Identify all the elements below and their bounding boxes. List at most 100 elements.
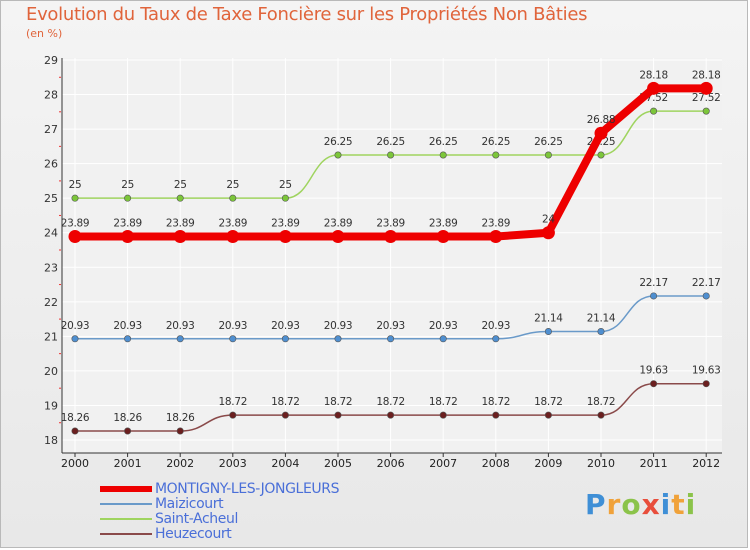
- x-tick-label: 2011: [640, 457, 668, 470]
- data-label: 23.89: [271, 218, 300, 230]
- data-point: [594, 126, 608, 140]
- data-point: [387, 335, 395, 343]
- data-label: 20.93: [166, 320, 195, 332]
- logo-letter: o: [621, 488, 642, 521]
- data-label: 23.89: [61, 218, 90, 230]
- y-tick-label: 22: [44, 296, 58, 309]
- data-point: [650, 107, 658, 115]
- data-point: [544, 328, 552, 336]
- chart-title: Evolution du Taux de Taxe Foncière sur l…: [26, 4, 588, 25]
- y-tick-label: 18: [44, 434, 58, 447]
- legend-swatch: [100, 503, 152, 505]
- data-point: [597, 411, 605, 419]
- data-label: 20.93: [61, 320, 90, 332]
- data-label: 26.25: [376, 136, 405, 148]
- data-point: [492, 151, 500, 159]
- data-point: [334, 411, 342, 419]
- data-point: [334, 151, 342, 159]
- data-label: 20.93: [113, 320, 142, 332]
- data-point: [71, 427, 79, 435]
- data-label: 23.89: [113, 218, 142, 230]
- data-point: [334, 335, 342, 343]
- data-point: [699, 81, 713, 95]
- data-point: [176, 194, 184, 202]
- data-label: 25: [226, 179, 239, 191]
- x-tick-label: 2003: [219, 457, 247, 470]
- data-label: 23.89: [166, 218, 195, 230]
- logo-letter: P: [585, 488, 607, 521]
- data-label: 24: [542, 214, 555, 226]
- data-point: [226, 230, 240, 244]
- data-point: [647, 81, 661, 95]
- x-tick-label: 2012: [692, 457, 720, 470]
- data-label: 26.25: [429, 136, 458, 148]
- data-label: 23.89: [324, 218, 353, 230]
- data-point: [173, 230, 187, 244]
- data-point: [650, 292, 658, 300]
- proxiti-logo: Proxiti: [585, 488, 696, 521]
- x-tick-label: 2006: [377, 457, 405, 470]
- data-point: [597, 328, 605, 336]
- logo-letter: t: [671, 488, 686, 521]
- data-point: [597, 151, 605, 159]
- data-label: 25: [121, 179, 134, 191]
- data-label: 23.89: [482, 218, 511, 230]
- y-tick-label: 25: [44, 192, 58, 205]
- y-tick-label: 27: [44, 123, 58, 136]
- data-point: [229, 335, 237, 343]
- y-tick-label: 19: [44, 399, 58, 412]
- data-point: [702, 380, 710, 388]
- x-tick-label: 2002: [166, 457, 194, 470]
- data-point: [176, 335, 184, 343]
- data-label: 18.72: [482, 396, 511, 408]
- data-point: [387, 151, 395, 159]
- data-label: 18.72: [324, 396, 353, 408]
- chart-subtitle: (en %): [26, 27, 63, 40]
- legend-label: MONTIGNY-LES-JONGLEURS: [155, 481, 340, 497]
- data-point: [384, 230, 398, 244]
- data-label: 25: [174, 179, 187, 191]
- data-label: 28.18: [639, 69, 668, 81]
- x-tick-label: 2005: [324, 457, 352, 470]
- data-point: [229, 194, 237, 202]
- logo-letter: r: [606, 488, 622, 521]
- legend-label: Maizicourt: [155, 496, 224, 512]
- data-label: 21.14: [587, 313, 616, 325]
- data-label: 26.25: [482, 136, 511, 148]
- series-line: [74, 295, 707, 340]
- data-point: [436, 230, 450, 244]
- logo-letter: i: [660, 488, 672, 521]
- data-label: 18.72: [587, 396, 616, 408]
- data-point: [489, 230, 503, 244]
- data-point: [702, 292, 710, 300]
- data-label: 20.93: [482, 320, 511, 332]
- data-point: [71, 335, 79, 343]
- data-label: 23.89: [376, 218, 405, 230]
- data-label: 26.88: [587, 114, 616, 126]
- y-tick-label: 28: [44, 89, 58, 102]
- x-tick-label: 2000: [61, 457, 89, 470]
- data-point: [71, 194, 79, 202]
- data-label: 19.63: [639, 365, 668, 377]
- x-tick-label: 2007: [429, 457, 457, 470]
- data-label: 18.26: [113, 412, 142, 424]
- logo-letter: i: [685, 488, 697, 521]
- data-label: 18.26: [61, 412, 90, 424]
- data-label: 23.89: [429, 218, 458, 230]
- data-point: [492, 335, 500, 343]
- legend-swatch: [100, 533, 152, 535]
- x-tick-label: 2009: [534, 457, 562, 470]
- data-point: [281, 194, 289, 202]
- data-label: 18.72: [534, 396, 563, 408]
- data-point: [439, 335, 447, 343]
- data-label: 22.17: [692, 277, 721, 289]
- data-point: [331, 230, 345, 244]
- data-point: [439, 151, 447, 159]
- data-label: 22.17: [639, 277, 668, 289]
- y-tick-label: 24: [44, 227, 58, 240]
- x-tick-label: 2010: [587, 457, 615, 470]
- data-label: 25: [279, 179, 292, 191]
- data-point: [176, 427, 184, 435]
- data-point: [229, 411, 237, 419]
- data-point: [387, 411, 395, 419]
